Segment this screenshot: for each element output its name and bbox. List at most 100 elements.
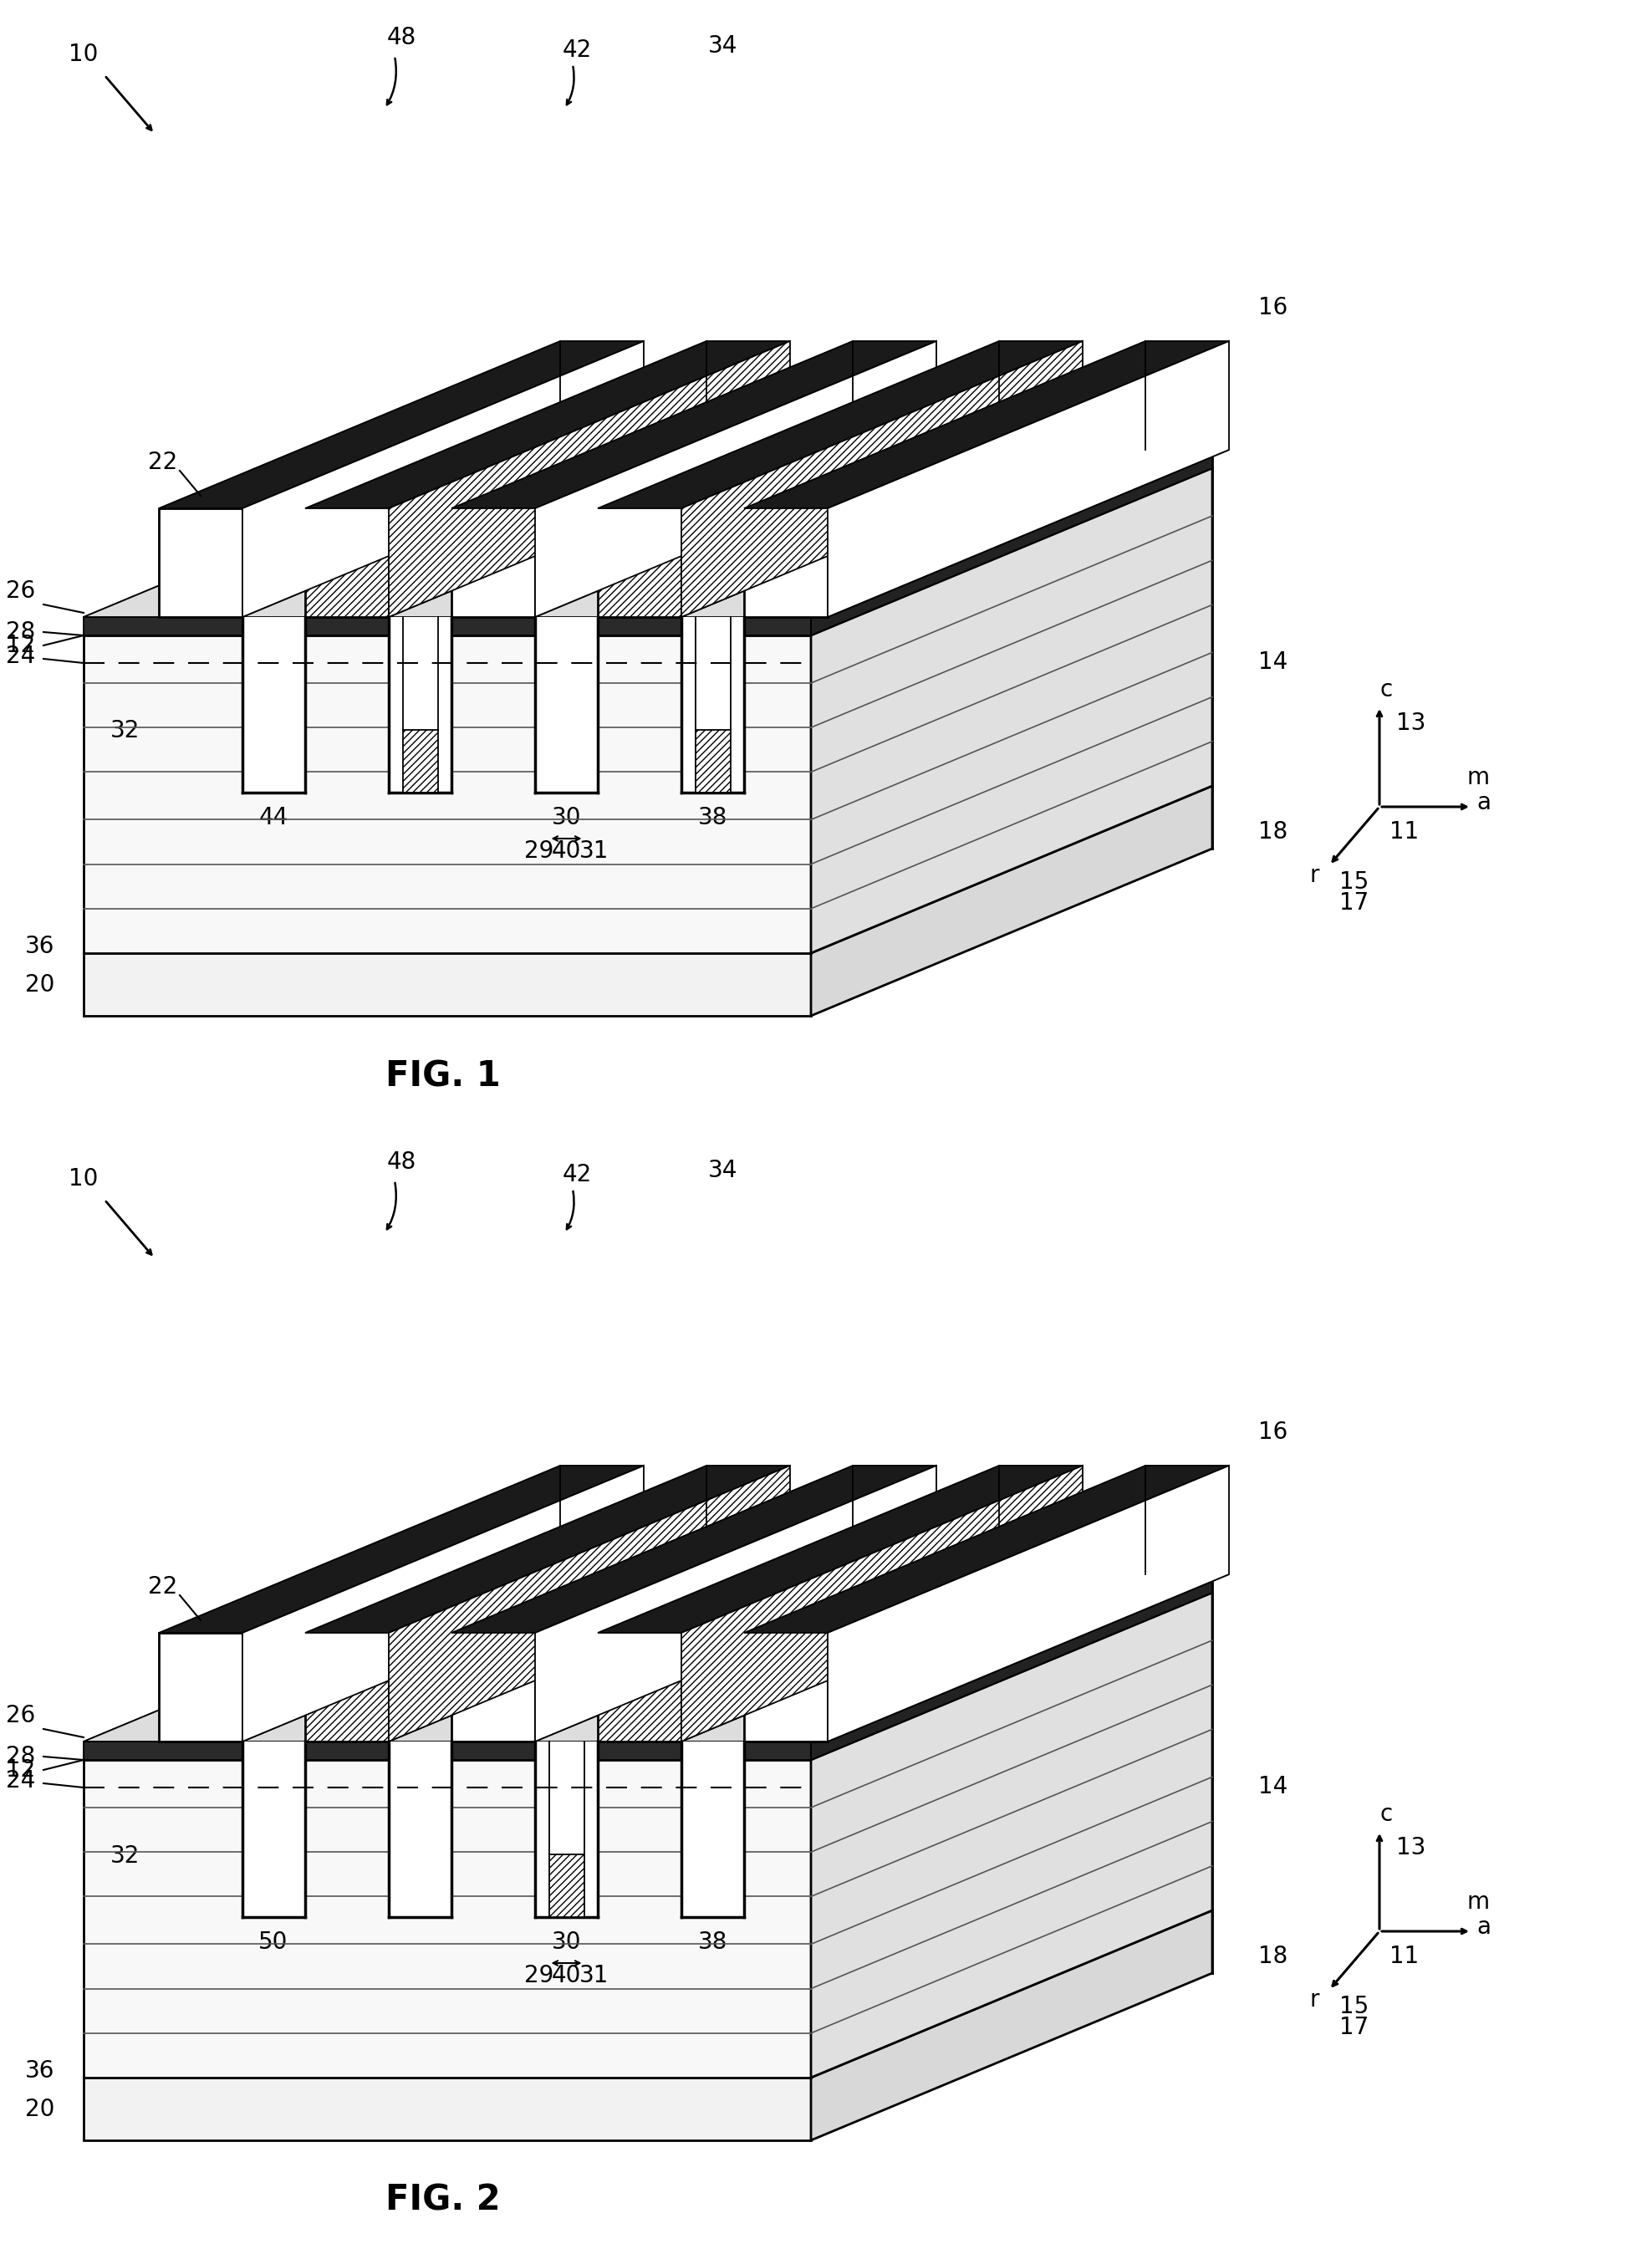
Text: 10: 10 [69,43,99,65]
Text: 26: 26 [5,1705,35,1727]
Polygon shape [535,1741,598,1916]
Polygon shape [84,636,811,954]
Polygon shape [243,1741,306,1916]
Polygon shape [811,1574,1213,1761]
Polygon shape [243,450,707,616]
Polygon shape [535,1466,937,1741]
Polygon shape [84,785,1213,954]
Polygon shape [598,342,1082,508]
Text: 16: 16 [1259,1421,1287,1444]
Polygon shape [159,342,644,508]
Text: 24: 24 [5,1770,35,1792]
Polygon shape [388,616,451,792]
Text: 14: 14 [1259,1774,1287,1799]
Polygon shape [811,1574,1229,1741]
Polygon shape [535,450,999,616]
Polygon shape [388,1741,451,1916]
Polygon shape [84,450,560,616]
Polygon shape [451,508,535,616]
Polygon shape [243,1574,707,1741]
Polygon shape [743,1633,828,1741]
Text: 38: 38 [697,1930,727,1954]
Polygon shape [84,1574,1213,1741]
Polygon shape [159,1466,644,1633]
Text: 24: 24 [5,645,35,668]
Text: 30: 30 [552,1930,582,1954]
Polygon shape [681,450,1145,616]
Polygon shape [598,508,681,616]
Polygon shape [306,1633,388,1741]
Text: 29: 29 [524,839,553,864]
Polygon shape [84,616,811,636]
Text: 11: 11 [1389,821,1419,843]
Text: 16: 16 [1259,297,1287,319]
Polygon shape [743,1466,1229,1633]
Polygon shape [243,342,644,616]
Polygon shape [681,616,743,792]
Text: 22: 22 [149,1574,178,1599]
Text: 29: 29 [524,1963,553,1988]
Text: 30: 30 [552,805,582,830]
Polygon shape [811,1592,1213,2078]
Text: a: a [1477,1916,1492,1939]
Polygon shape [243,1466,644,1741]
Polygon shape [84,954,811,1017]
Text: 17: 17 [1340,891,1370,915]
Text: 10: 10 [69,1167,99,1190]
Text: c: c [1379,1801,1393,1826]
Text: 32: 32 [111,720,140,742]
Polygon shape [306,342,790,508]
Polygon shape [306,508,388,616]
Text: 26: 26 [5,580,35,603]
Text: 36: 36 [25,2060,55,2083]
Polygon shape [306,1466,790,1633]
Text: 48: 48 [387,27,416,49]
Polygon shape [403,731,438,792]
Text: 28: 28 [5,1745,35,1768]
Polygon shape [535,616,598,792]
Polygon shape [388,450,852,616]
Polygon shape [681,342,1082,616]
Text: 12: 12 [5,1759,35,1781]
Polygon shape [681,1741,743,1916]
Polygon shape [548,1855,583,1916]
Polygon shape [388,1466,790,1741]
Polygon shape [828,342,1229,616]
Text: 31: 31 [580,839,610,864]
Text: m: m [1467,767,1490,789]
Polygon shape [743,508,828,616]
Text: 40: 40 [552,839,582,864]
Text: 34: 34 [709,1158,738,1183]
Polygon shape [811,1909,1213,2141]
Text: 44: 44 [259,805,287,830]
Polygon shape [159,508,243,616]
Text: FIG. 1: FIG. 1 [385,1059,501,1093]
Polygon shape [84,2078,811,2141]
Text: 18: 18 [1259,821,1287,843]
Polygon shape [84,1592,1213,1761]
Polygon shape [681,1574,1145,1741]
Text: 15: 15 [1340,870,1370,893]
Polygon shape [388,1574,852,1741]
Polygon shape [84,1574,560,1741]
Text: 40: 40 [552,1963,582,1988]
Polygon shape [451,1466,937,1633]
Polygon shape [84,450,1213,616]
Text: 38: 38 [697,805,727,830]
Text: 20: 20 [25,2098,55,2121]
Text: 48: 48 [387,1151,416,1174]
Text: 17: 17 [1340,2015,1370,2040]
Text: r: r [1310,1988,1318,2011]
Text: 11: 11 [1389,1945,1419,1968]
Text: 13: 13 [1396,1835,1426,1860]
Text: 15: 15 [1340,1995,1370,2017]
Polygon shape [451,1633,535,1741]
Polygon shape [695,731,730,792]
Polygon shape [598,1633,681,1741]
Text: r: r [1310,864,1318,886]
Text: c: c [1379,677,1393,702]
Polygon shape [828,1466,1229,1741]
Polygon shape [84,1761,811,2078]
Polygon shape [84,1741,811,1761]
Text: 32: 32 [111,1844,140,1867]
